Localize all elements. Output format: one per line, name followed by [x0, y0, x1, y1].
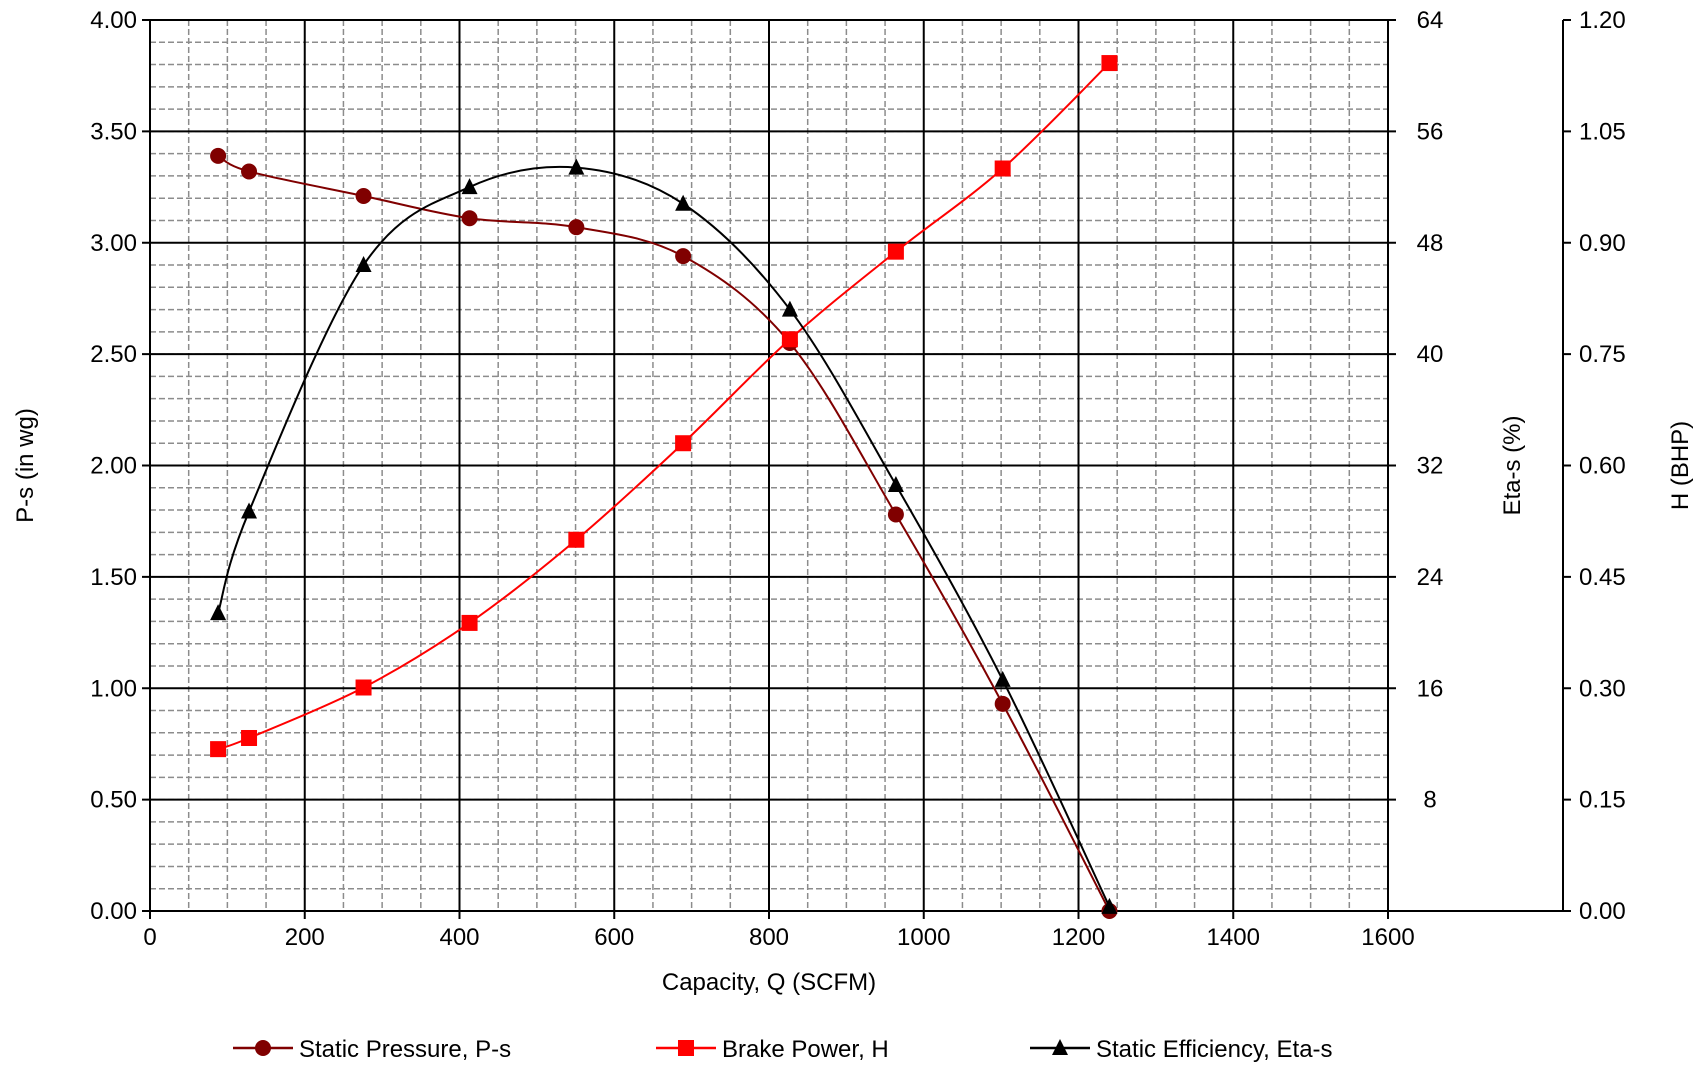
- x-tick-label: 0: [143, 924, 156, 951]
- left-tick-label: 3.50: [90, 118, 137, 145]
- eta-tick-label: 56: [1417, 118, 1444, 145]
- triangle-point: [887, 475, 904, 492]
- legend-label: Brake Power, H: [722, 1036, 889, 1063]
- x-tick-label: 200: [285, 924, 325, 951]
- axes-layer: 0 200 400 600 800 1000 1200 1400 1600 Capacity, Q…: [12, 7, 1694, 996]
- x-tick-label: 400: [439, 924, 479, 951]
- x-tick-label: 1600: [1361, 924, 1414, 951]
- triangle-point: [675, 194, 692, 211]
- power-tick-label: 1.20: [1579, 7, 1626, 34]
- eta-tick-label: 8: [1423, 787, 1436, 814]
- eta-axis-title: Eta-s (%): [1499, 415, 1526, 515]
- square-point: [241, 729, 258, 746]
- series-0: [210, 147, 1118, 919]
- triangle-point: [781, 300, 798, 317]
- series-line: [217, 165, 1111, 908]
- power-tick-label: 0.30: [1579, 675, 1626, 702]
- series-2: [210, 158, 1118, 914]
- power-tick-label: 0.90: [1579, 230, 1626, 257]
- legend-label: Static Efficiency, Eta-s: [1096, 1036, 1333, 1063]
- eta-tick-label: 16: [1417, 675, 1444, 702]
- x-tick-label: 1200: [1052, 924, 1105, 951]
- triangle-point: [461, 178, 478, 195]
- power-tick-label: 0.75: [1579, 341, 1626, 368]
- left-tick-label: 2.50: [90, 341, 137, 368]
- x-tick-label: 600: [594, 924, 634, 951]
- circle-point: [241, 163, 258, 180]
- triangle-point: [994, 670, 1011, 687]
- legend-item: Static Efficiency, Eta-s: [1030, 1036, 1333, 1063]
- eta-tick-label: 32: [1417, 453, 1444, 480]
- power-tick-label: 0.60: [1579, 453, 1626, 480]
- left-tick-label: 3.00: [90, 230, 137, 257]
- power-tick-label: 0.45: [1579, 564, 1626, 591]
- square-point: [210, 741, 227, 758]
- legend-marker: [255, 1040, 271, 1056]
- power-tick-label: 0.15: [1579, 787, 1626, 814]
- x-tick-label: 1400: [1207, 924, 1260, 951]
- grid-layer: [149, 19, 1389, 912]
- square-point: [887, 243, 904, 260]
- circle-point: [210, 147, 227, 164]
- left-axis-title: P-s (in wg): [12, 408, 39, 523]
- series-line: [217, 154, 1111, 912]
- series-line: [217, 62, 1111, 751]
- square-point: [355, 679, 372, 696]
- triangle-point: [1101, 897, 1118, 914]
- eta-tick-label: 40: [1417, 341, 1444, 368]
- legend-marker: [678, 1040, 694, 1056]
- triangle-point: [568, 158, 585, 175]
- power-tick-label: 1.05: [1579, 118, 1626, 145]
- triangle-point: [355, 256, 372, 273]
- triangle-point: [210, 604, 227, 621]
- circle-point: [355, 187, 372, 204]
- circle-point: [887, 506, 904, 523]
- power-tick-label: 0.00: [1579, 898, 1626, 925]
- eta-tick-label: 64: [1417, 7, 1444, 34]
- square-point: [1101, 55, 1118, 72]
- eta-tick-label: 24: [1417, 564, 1444, 591]
- x-axis-title: Capacity, Q (SCFM): [662, 969, 876, 996]
- series-1: [210, 55, 1118, 758]
- x-tick-label: 800: [749, 924, 789, 951]
- square-point: [994, 160, 1011, 177]
- square-point: [675, 435, 692, 452]
- power-axis-title: H (BHP): [1667, 421, 1694, 510]
- triangle-point: [241, 502, 258, 519]
- square-point: [461, 614, 478, 631]
- circle-point: [568, 219, 585, 236]
- series-layer: [210, 55, 1118, 919]
- legend-item: Static Pressure, P-s: [233, 1036, 511, 1063]
- left-tick-label: 0.00: [90, 898, 137, 925]
- left-tick-label: 2.00: [90, 453, 137, 480]
- legend-item: Brake Power, H: [656, 1036, 889, 1063]
- left-tick-label: 0.50: [90, 787, 137, 814]
- left-tick-label: 4.00: [90, 7, 137, 34]
- legend-marker: [1052, 1039, 1068, 1055]
- left-tick-label: 1.50: [90, 564, 137, 591]
- square-point: [781, 331, 798, 348]
- circle-point: [994, 695, 1011, 712]
- square-point: [568, 531, 585, 548]
- left-tick-label: 1.00: [90, 675, 137, 702]
- circle-point: [675, 248, 692, 265]
- eta-tick-label: 48: [1417, 230, 1444, 257]
- legend: Static Pressure, P-s Brake Power, H Static…: [233, 1036, 1333, 1063]
- x-tick-label: 1000: [897, 924, 950, 951]
- circle-point: [461, 210, 478, 227]
- legend-label: Static Pressure, P-s: [299, 1036, 511, 1063]
